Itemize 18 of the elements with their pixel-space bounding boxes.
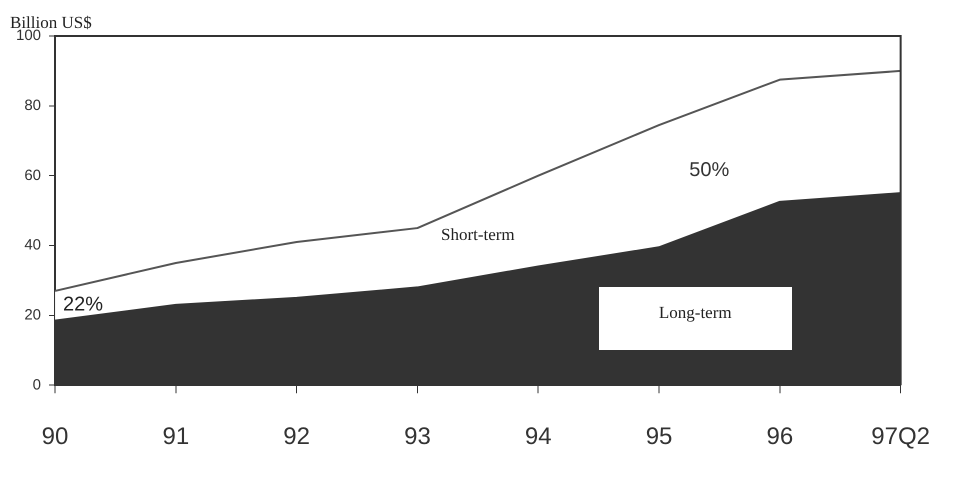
x-tick-label: 96 (766, 423, 794, 450)
x-tick-label: 91 (162, 423, 190, 450)
annotation: 22% (63, 293, 104, 316)
x-tick-label: 93 (404, 423, 431, 450)
series-label: Long-term (658, 302, 732, 323)
x-tick-label: 92 (283, 423, 310, 450)
annotation: 50% (689, 158, 730, 181)
y-tick-label: 60 (24, 166, 42, 184)
series-label: Short-term (441, 225, 515, 244)
y-tick-label: 80 (24, 96, 42, 114)
y-tick-label: 100 (16, 27, 42, 44)
y-tick-label: 0 (32, 376, 42, 394)
x-tick-label: 94 (524, 423, 552, 450)
x-tick-label: 95 (646, 423, 672, 450)
x-tick-label: 97Q2 (871, 423, 930, 450)
y-tick-label: 20 (24, 306, 42, 324)
x-tick-label: 90 (42, 423, 68, 450)
y-tick-label: 40 (24, 236, 42, 254)
